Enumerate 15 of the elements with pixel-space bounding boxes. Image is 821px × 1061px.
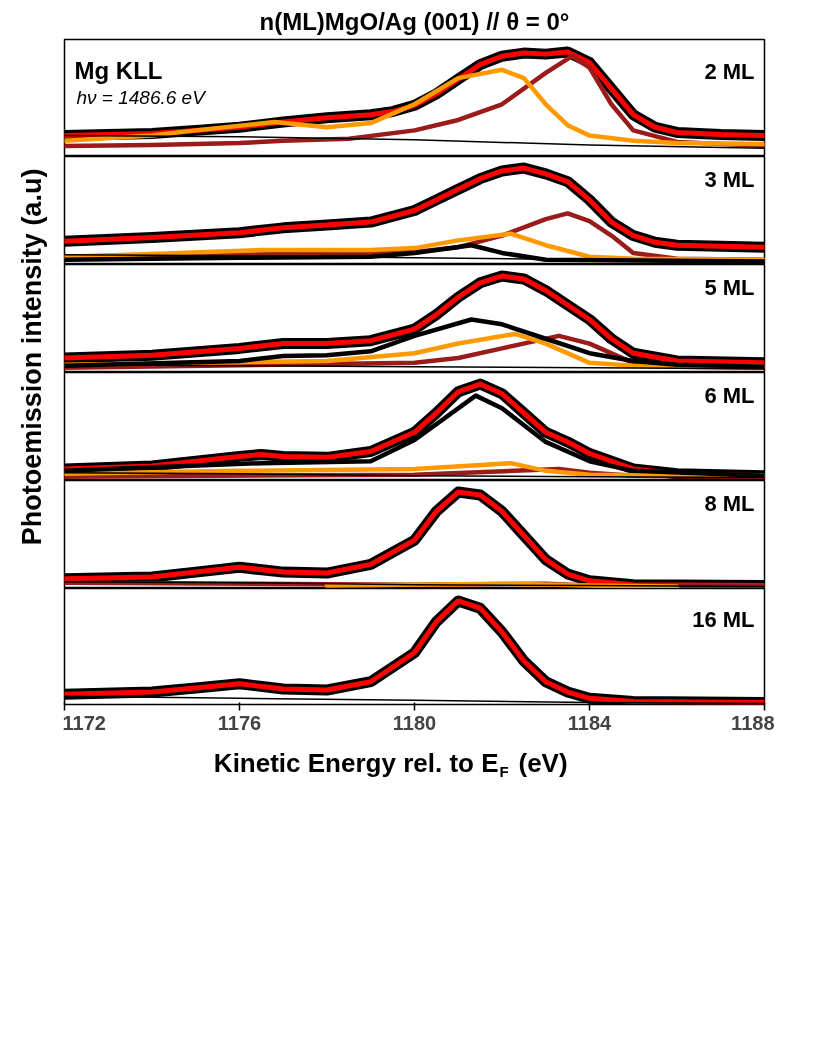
annotation: 8 ML (704, 490, 755, 516)
x-tick-label: 1184 (567, 711, 613, 734)
x-tick-label: 1172 (62, 711, 106, 734)
annotation: 16 ML (692, 606, 755, 632)
annotation: hν = 1486.6 eV (76, 86, 208, 108)
y-axis-title: Photoemission intensity (a.u) (16, 168, 47, 546)
x-tick-label: 1188 (731, 711, 775, 734)
annotation: 2 ML (704, 58, 755, 84)
annotation: Mg KLL (74, 56, 163, 84)
x-tick-label: 1180 (392, 711, 437, 734)
annotation: 6 ML (704, 382, 755, 408)
x-tick-label: 1176 (217, 711, 262, 734)
chart-title: n(ML)MgO/Ag (001) // θ = 0° (259, 7, 570, 35)
annotation: 5 ML (704, 274, 755, 300)
annotation: 3 ML (704, 166, 755, 192)
